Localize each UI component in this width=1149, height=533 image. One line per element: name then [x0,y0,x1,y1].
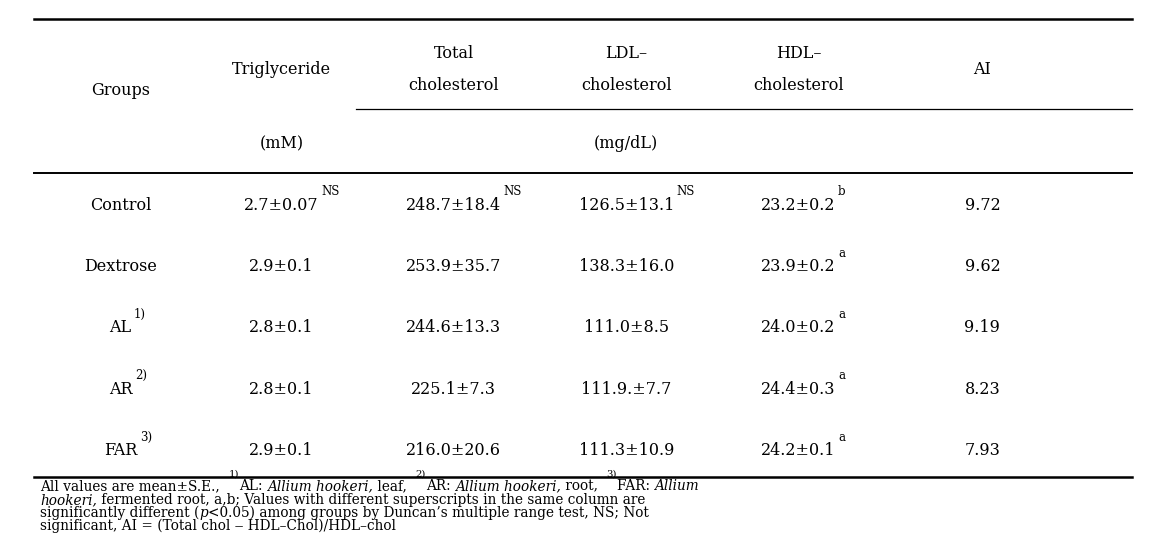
Text: a: a [838,308,845,321]
Text: 2.9±0.1: 2.9±0.1 [249,442,314,459]
Text: 111.0±8.5: 111.0±8.5 [584,319,669,336]
Text: 248.7±18.4: 248.7±18.4 [407,197,501,214]
Text: Control: Control [90,197,152,214]
Text: FAR: FAR [103,442,138,459]
Text: FAR:: FAR: [617,479,655,493]
Text: Groups: Groups [91,82,151,99]
Text: significantly different (: significantly different ( [40,506,200,520]
Text: LDL–: LDL– [606,45,647,62]
Text: 2): 2) [416,470,426,479]
Text: AL: AL [109,319,132,336]
Text: 23.2±0.2: 23.2±0.2 [762,197,835,214]
Text: AR:: AR: [426,479,455,493]
Text: 2): 2) [134,369,147,382]
Text: significant, AI = (Total chol ‒ HDL–Chol)/HDL–chol: significant, AI = (Total chol ‒ HDL–Chol… [40,519,396,533]
Text: 8.23: 8.23 [964,381,1001,398]
Text: 138.3±16.0: 138.3±16.0 [578,258,674,275]
Text: b: b [838,185,846,198]
Text: 9.72: 9.72 [964,197,1001,214]
Text: 225.1±7.3: 225.1±7.3 [411,381,496,398]
Text: AI: AI [973,61,992,78]
Text: 111.3±10.9: 111.3±10.9 [578,442,674,459]
Text: AL:: AL: [239,479,267,493]
Text: (mg/dL): (mg/dL) [594,135,658,152]
Text: 253.9±35.7: 253.9±35.7 [406,258,502,275]
Text: 3): 3) [607,470,617,479]
Text: All values are mean±S.E.,: All values are mean±S.E., [40,479,229,493]
Text: 2.8±0.1: 2.8±0.1 [249,319,314,336]
Text: 7.93: 7.93 [964,442,1001,459]
Text: 2.9±0.1: 2.9±0.1 [249,258,314,275]
Text: 2.8±0.1: 2.8±0.1 [249,381,314,398]
Text: NS: NS [321,185,339,198]
Text: hookeri,: hookeri, [40,493,97,507]
Text: AR: AR [109,381,132,398]
Text: Triglyceride: Triglyceride [232,61,331,78]
Text: Total: Total [433,45,475,62]
Text: 23.9±0.2: 23.9±0.2 [762,258,835,275]
Text: cholesterol: cholesterol [754,77,843,94]
Text: <0.05) among groups by Duncan’s multiple range test, NS; Not: <0.05) among groups by Duncan’s multiple… [208,506,649,520]
Text: a: a [838,369,846,382]
Text: NS: NS [677,185,694,198]
Text: 24.2±0.1: 24.2±0.1 [762,442,835,459]
Text: HDL–: HDL– [776,45,822,62]
Text: Allium hookeri,: Allium hookeri, [267,479,373,493]
Text: 9.19: 9.19 [964,319,1001,336]
Text: cholesterol: cholesterol [581,77,671,94]
Text: 24.4±0.3: 24.4±0.3 [762,381,835,398]
Text: cholesterol: cholesterol [409,77,499,94]
Text: 2.7±0.07: 2.7±0.07 [245,197,318,214]
Text: root,: root, [561,479,607,493]
Text: 3): 3) [140,431,152,443]
Text: 1): 1) [134,308,146,321]
Text: 24.0±0.2: 24.0±0.2 [762,319,835,336]
Text: 1): 1) [229,470,239,479]
Text: fermented root, a,b; Values with different superscripts in the same column are: fermented root, a,b; Values with differe… [97,493,646,507]
Text: Dextrose: Dextrose [84,258,157,275]
Text: 244.6±13.3: 244.6±13.3 [407,319,501,336]
Text: 126.5±13.1: 126.5±13.1 [578,197,674,214]
Text: p: p [200,506,208,520]
Text: Allium: Allium [655,479,699,493]
Text: Allium hookeri,: Allium hookeri, [455,479,561,493]
Text: 111.9.±7.7: 111.9.±7.7 [581,381,671,398]
Text: leaf,: leaf, [373,479,416,493]
Text: (mM): (mM) [260,135,303,152]
Text: a: a [838,247,846,260]
Text: 216.0±20.6: 216.0±20.6 [407,442,501,459]
Text: NS: NS [503,185,522,198]
Text: 9.62: 9.62 [964,258,1001,275]
Text: a: a [838,431,846,443]
